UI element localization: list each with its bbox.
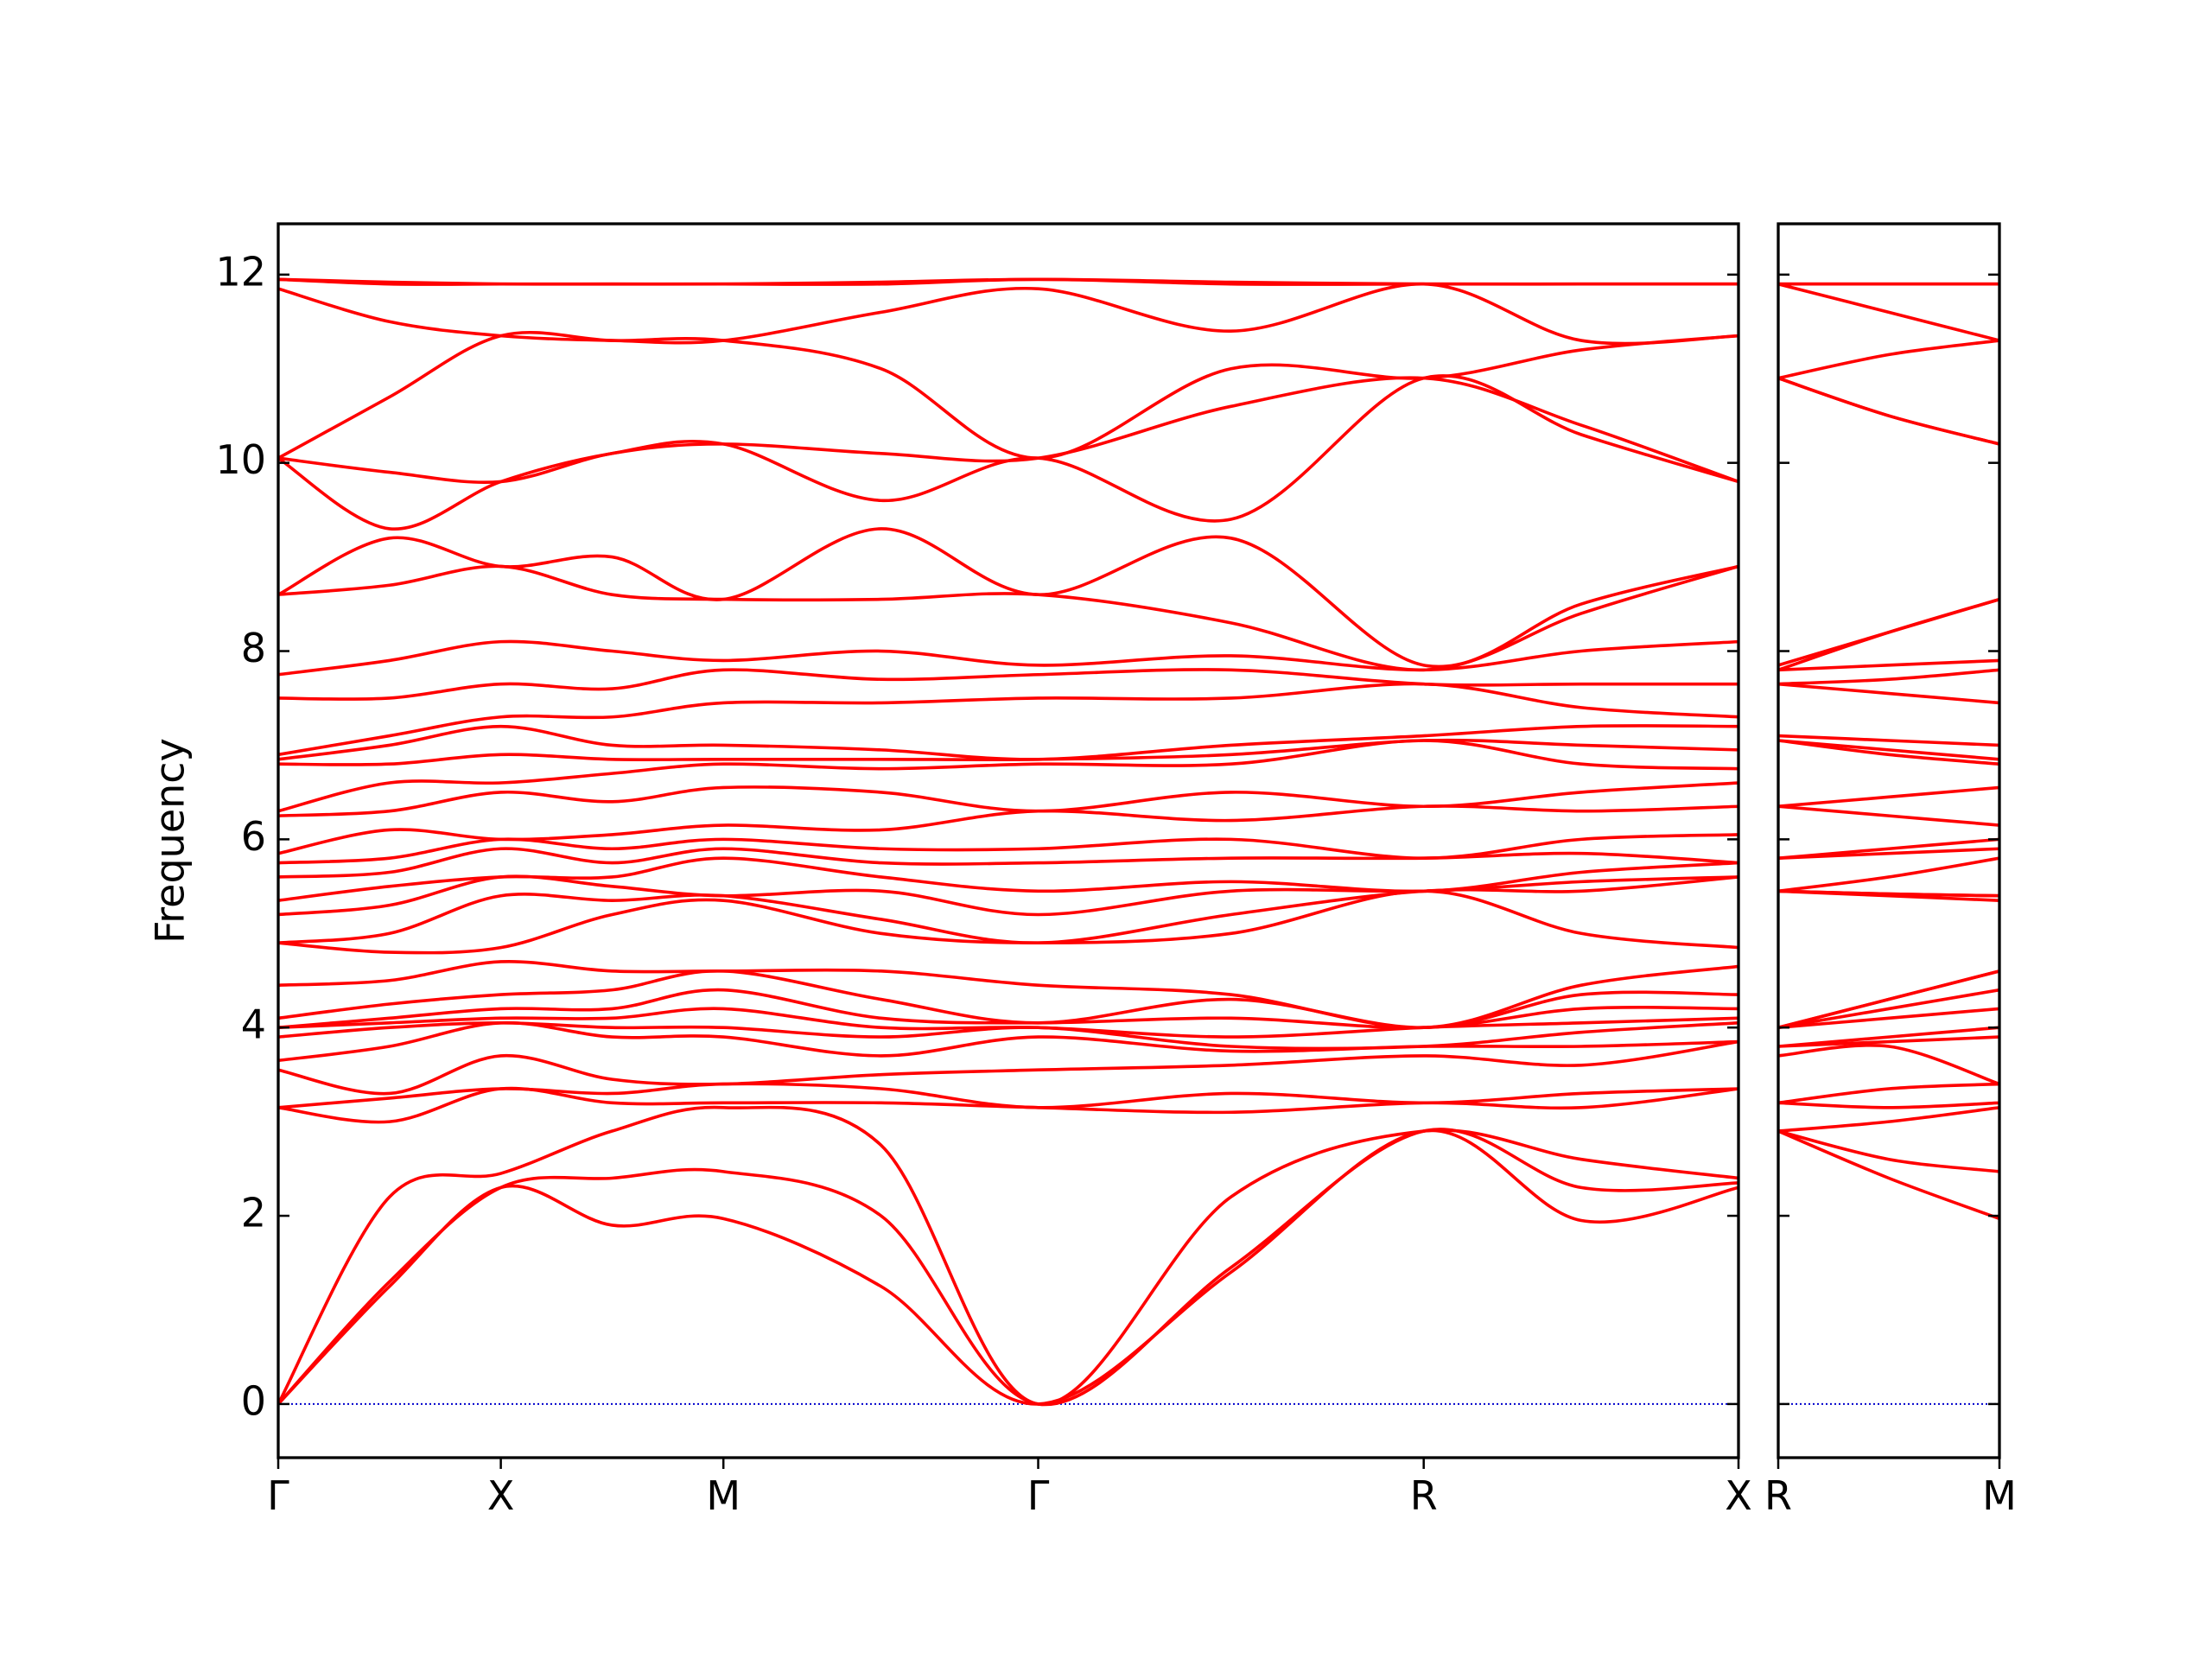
band-line xyxy=(278,739,1738,813)
band-line xyxy=(1778,1026,1999,1048)
band-line xyxy=(1778,837,1999,860)
y-axis-label: Frequency xyxy=(147,738,194,944)
y-tick-label: 6 xyxy=(241,813,266,860)
band-line xyxy=(278,277,1738,286)
y-tick-label: 12 xyxy=(215,248,266,295)
band-line xyxy=(1778,1101,1999,1109)
band-line xyxy=(278,1128,1738,1406)
axes-frame xyxy=(1777,222,2001,1459)
axes-frame xyxy=(276,222,1740,1459)
band-line xyxy=(1778,1007,1999,1030)
band-line xyxy=(278,856,1738,902)
band-line xyxy=(1778,856,1999,893)
x-tick-label: R xyxy=(1410,1472,1438,1519)
y-tick-label: 2 xyxy=(241,1190,266,1236)
band-line xyxy=(1778,785,1999,809)
band-line xyxy=(278,1020,1738,1051)
y-tick-label: 10 xyxy=(215,436,266,483)
band-line xyxy=(1778,376,1999,446)
y-tick-label: 4 xyxy=(241,1001,266,1048)
band-line xyxy=(278,804,1738,855)
band-line xyxy=(278,875,1738,944)
band-line xyxy=(278,527,1738,669)
band-line xyxy=(1778,658,1999,672)
band-line xyxy=(1778,739,1999,761)
band-line xyxy=(1778,682,1999,705)
x-tick-label: M xyxy=(1982,1472,2017,1519)
x-tick-label: Γ xyxy=(267,1472,289,1519)
band-line xyxy=(1778,282,1999,342)
band-line xyxy=(278,1082,1738,1109)
band-line xyxy=(1778,1106,1999,1133)
band-line xyxy=(1778,1082,1999,1105)
band-line xyxy=(278,668,1738,701)
band-line xyxy=(278,282,1738,346)
plot-area xyxy=(1778,282,1999,1405)
band-line xyxy=(1778,597,1999,667)
band-line xyxy=(1778,1043,1999,1086)
band-line xyxy=(278,781,1738,817)
band-line xyxy=(1778,734,1999,747)
x-tick-label: X xyxy=(487,1472,515,1519)
x-tick-label: X xyxy=(1725,1472,1752,1519)
band-line xyxy=(1778,1129,1999,1173)
band-line xyxy=(278,376,1738,485)
band-line xyxy=(278,1007,1738,1039)
x-tick-label: R xyxy=(1764,1472,1792,1519)
band-line xyxy=(1778,988,1999,1029)
band-line xyxy=(278,889,1738,955)
band-line xyxy=(278,724,1738,761)
band-line xyxy=(278,738,1738,766)
y-tick-label: 0 xyxy=(241,1377,266,1424)
x-tick-label: M xyxy=(706,1472,741,1519)
plot-area xyxy=(278,277,1738,1407)
band-line xyxy=(1778,668,1999,686)
band-line xyxy=(278,374,1738,531)
band-line xyxy=(278,330,1738,461)
band-line xyxy=(1778,339,1999,380)
band-line xyxy=(278,639,1738,677)
band-line xyxy=(1778,804,1999,827)
band-line xyxy=(1778,1129,1999,1221)
band-line xyxy=(278,847,1738,879)
band-line xyxy=(278,1105,1738,1406)
band-line xyxy=(1778,889,1999,898)
band-line xyxy=(278,959,1738,1030)
band-line xyxy=(1778,969,1999,1029)
y-tick-label: 8 xyxy=(241,625,266,671)
x-tick-label: Γ xyxy=(1027,1472,1050,1519)
band-line xyxy=(278,682,1738,757)
band-line xyxy=(278,1039,1738,1096)
band-line xyxy=(278,969,1738,1030)
band-line xyxy=(278,988,1738,1030)
